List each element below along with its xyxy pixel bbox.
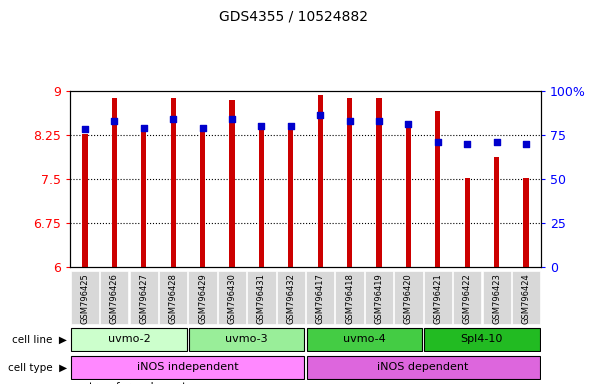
Text: GSM796425: GSM796425 <box>81 273 89 324</box>
Bar <box>288 126 293 267</box>
Text: GSM796431: GSM796431 <box>257 273 266 324</box>
FancyBboxPatch shape <box>71 271 99 324</box>
Point <box>80 126 90 132</box>
Bar <box>464 178 470 267</box>
Bar <box>189 328 304 351</box>
Bar <box>82 134 87 267</box>
FancyBboxPatch shape <box>277 271 305 324</box>
Bar <box>141 127 147 267</box>
Text: transformed count: transformed count <box>89 382 186 384</box>
Text: uvmo-3: uvmo-3 <box>225 334 268 344</box>
Bar <box>424 328 540 351</box>
FancyBboxPatch shape <box>306 271 334 324</box>
Point <box>463 141 472 147</box>
Text: GSM796417: GSM796417 <box>316 273 324 324</box>
Text: uvmo-4: uvmo-4 <box>343 334 386 344</box>
Text: GSM796423: GSM796423 <box>492 273 501 324</box>
Text: ■: ■ <box>70 382 82 384</box>
Point <box>345 118 354 124</box>
Text: GSM796430: GSM796430 <box>227 273 236 324</box>
Bar <box>258 126 264 267</box>
Text: iNOS independent: iNOS independent <box>137 362 239 372</box>
Text: GSM796418: GSM796418 <box>345 273 354 324</box>
Bar <box>71 328 187 351</box>
Text: GSM796426: GSM796426 <box>110 273 119 324</box>
Text: GSM796424: GSM796424 <box>522 273 530 324</box>
Text: cell type  ▶: cell type ▶ <box>8 362 67 373</box>
FancyBboxPatch shape <box>394 271 423 324</box>
Bar <box>200 132 205 267</box>
FancyBboxPatch shape <box>335 271 364 324</box>
FancyBboxPatch shape <box>453 271 481 324</box>
Bar <box>229 100 235 267</box>
Bar <box>347 98 353 267</box>
Point <box>139 125 148 131</box>
Bar <box>524 178 529 267</box>
Bar <box>307 356 540 379</box>
Bar <box>112 98 117 267</box>
Text: GSM796428: GSM796428 <box>169 273 178 324</box>
FancyBboxPatch shape <box>100 271 128 324</box>
Bar <box>307 328 422 351</box>
Point <box>109 118 119 124</box>
Text: GSM796427: GSM796427 <box>139 273 148 324</box>
Text: GSM796421: GSM796421 <box>433 273 442 324</box>
Bar <box>406 127 411 267</box>
Bar <box>318 95 323 267</box>
Point <box>198 125 208 131</box>
Text: iNOS dependent: iNOS dependent <box>378 362 469 372</box>
Point <box>257 123 266 129</box>
Text: GSM796432: GSM796432 <box>287 273 295 324</box>
FancyBboxPatch shape <box>512 271 540 324</box>
Point <box>315 112 325 118</box>
Text: GSM796429: GSM796429 <box>198 273 207 324</box>
FancyBboxPatch shape <box>423 271 452 324</box>
FancyBboxPatch shape <box>218 271 246 324</box>
Bar <box>376 98 382 267</box>
Point <box>286 123 296 129</box>
FancyBboxPatch shape <box>130 271 158 324</box>
Bar <box>170 98 176 267</box>
Bar <box>435 111 441 267</box>
Point <box>168 116 178 122</box>
Text: Spl4-10: Spl4-10 <box>461 334 503 344</box>
Text: GSM796420: GSM796420 <box>404 273 413 324</box>
Point <box>521 141 531 147</box>
Text: cell line  ▶: cell line ▶ <box>12 334 67 345</box>
Point <box>492 139 502 145</box>
Bar <box>71 356 304 379</box>
Point <box>433 139 443 145</box>
Text: GDS4355 / 10524882: GDS4355 / 10524882 <box>219 10 368 23</box>
FancyBboxPatch shape <box>483 271 511 324</box>
Text: GSM796422: GSM796422 <box>463 273 472 324</box>
FancyBboxPatch shape <box>247 271 276 324</box>
Bar <box>494 157 499 267</box>
Point <box>403 121 413 127</box>
Text: uvmo-2: uvmo-2 <box>108 334 150 344</box>
FancyBboxPatch shape <box>365 271 393 324</box>
Text: GSM796419: GSM796419 <box>375 273 384 324</box>
FancyBboxPatch shape <box>159 271 188 324</box>
FancyBboxPatch shape <box>188 271 217 324</box>
Point <box>374 118 384 124</box>
Point <box>227 116 237 122</box>
